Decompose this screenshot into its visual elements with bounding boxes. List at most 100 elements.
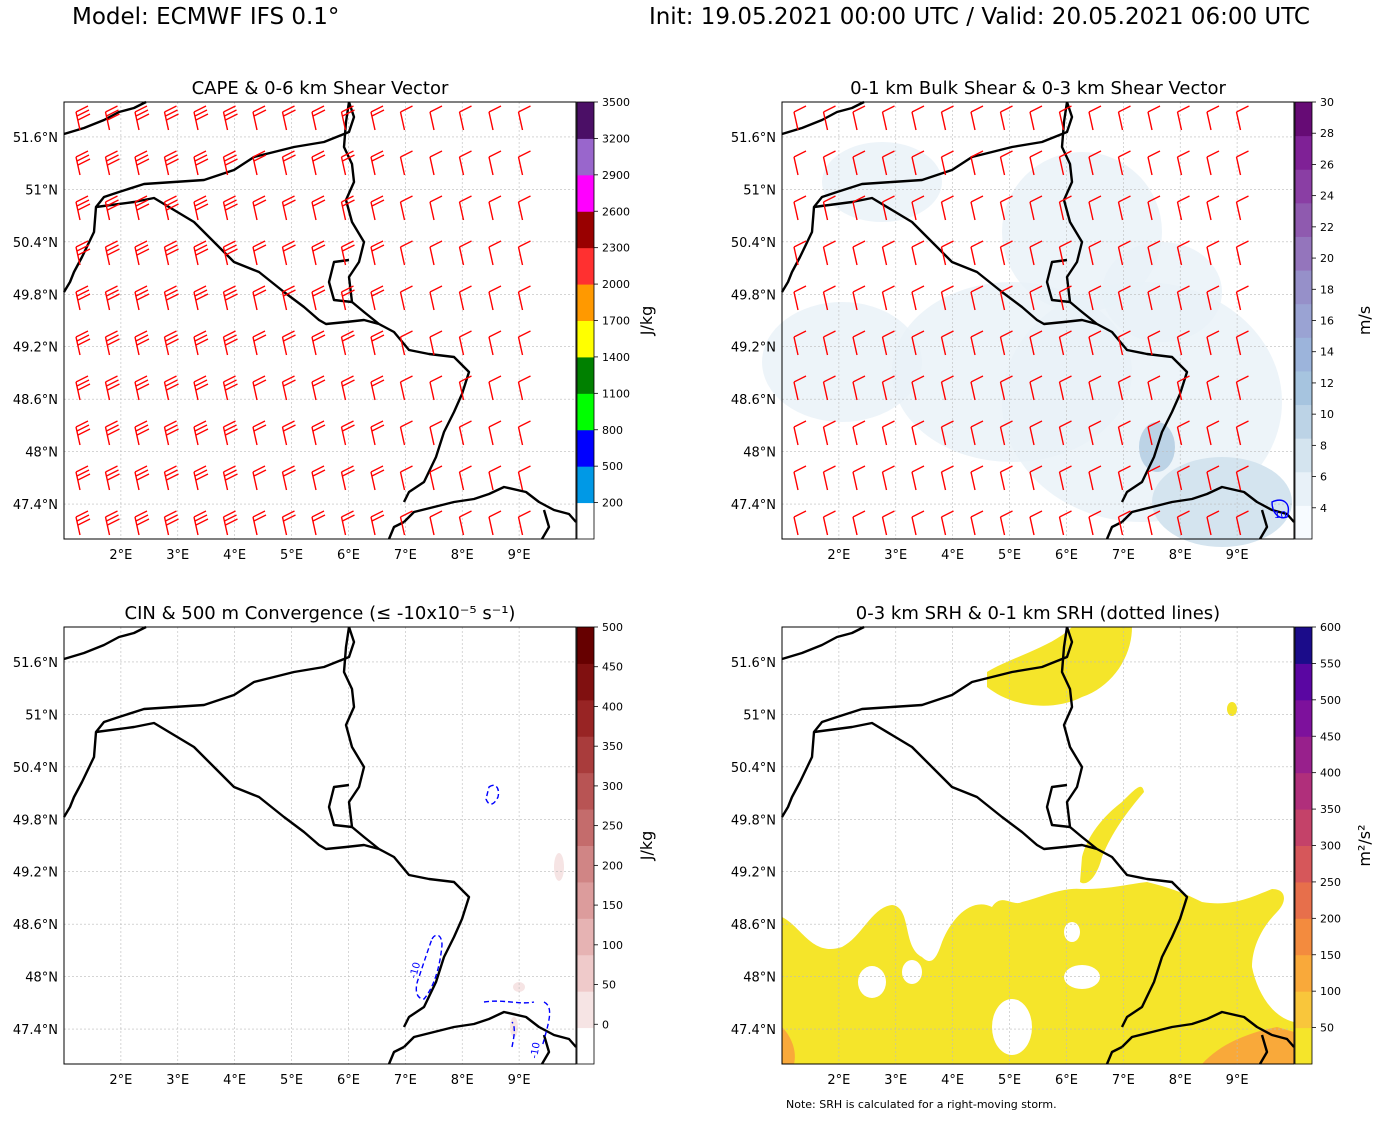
wind-barb bbox=[429, 375, 443, 401]
wind-barb bbox=[1029, 330, 1043, 356]
map-frame bbox=[63, 101, 577, 540]
country-border bbox=[95, 721, 380, 851]
y-tick-label: 51°N bbox=[25, 183, 58, 198]
colorbar-segment bbox=[577, 663, 594, 701]
wind-barb bbox=[852, 285, 866, 311]
country-border bbox=[62, 626, 356, 818]
colorbar-segment bbox=[1295, 337, 1312, 372]
wind-barb bbox=[134, 240, 150, 266]
wind-barb bbox=[281, 150, 296, 176]
figure-title-model: Model: ECMWF IFS 0.1° bbox=[72, 4, 340, 30]
wind-barb bbox=[911, 195, 925, 221]
wind-barb bbox=[370, 375, 385, 401]
colorbar-tick-label: 2900 bbox=[602, 169, 630, 182]
wind-barb bbox=[1235, 285, 1249, 311]
wind-barb bbox=[252, 105, 267, 131]
wind-barb bbox=[252, 465, 267, 491]
colorbar-tick-label: 26 bbox=[1320, 158, 1334, 171]
wind-barb bbox=[104, 510, 120, 536]
wind-barb bbox=[252, 285, 267, 311]
wind-barb bbox=[163, 465, 179, 491]
wind-barb bbox=[793, 510, 807, 536]
wind-barb bbox=[881, 420, 895, 446]
shear-contour bbox=[1271, 499, 1289, 519]
wind-barb bbox=[1206, 195, 1220, 221]
colorbar-segment bbox=[1295, 954, 1312, 992]
map-panel-2: 2°E 3°E 4°E 5°E 6°E 7°E 8°E 9°E 51.6°N 51°N 50.4°N… bbox=[13, 621, 656, 1088]
wind-barb bbox=[1058, 330, 1072, 356]
y-tick-label: 49.2°N bbox=[731, 866, 776, 881]
x-tick-label: 6°E bbox=[337, 1073, 360, 1088]
wind-barb bbox=[852, 510, 866, 536]
wind-barb bbox=[852, 105, 866, 131]
wind-barb bbox=[311, 375, 326, 401]
shear-shading bbox=[1102, 242, 1222, 342]
wind-barb bbox=[1029, 285, 1043, 311]
wind-barb bbox=[222, 285, 238, 311]
wind-barb bbox=[340, 375, 355, 401]
x-tick-label: 5°E bbox=[998, 1073, 1021, 1088]
y-tick-label: 48°N bbox=[25, 971, 58, 986]
y-tick-label: 48.6°N bbox=[731, 393, 776, 408]
country-border bbox=[781, 625, 865, 661]
wind-barb bbox=[1088, 420, 1102, 446]
x-tick-label: 4°E bbox=[223, 1073, 246, 1088]
wind-barb bbox=[104, 195, 120, 221]
y-tick-label: 51.6°N bbox=[731, 131, 776, 146]
wind-barb bbox=[999, 150, 1013, 176]
colorbar-segment bbox=[1295, 135, 1312, 170]
country-border bbox=[378, 847, 471, 1028]
colorbar-tick-label: 4 bbox=[1320, 502, 1327, 515]
country-border bbox=[1258, 1034, 1269, 1065]
y-tick-label: 47.4°N bbox=[731, 498, 776, 513]
wind-barb bbox=[399, 285, 413, 311]
country-border bbox=[1121, 485, 1295, 523]
wind-barb bbox=[1117, 375, 1131, 401]
srh-shading bbox=[987, 627, 1132, 706]
wind-barb bbox=[1029, 420, 1043, 446]
wind-barb bbox=[852, 375, 866, 401]
wind-barb bbox=[488, 150, 502, 176]
wind-barb bbox=[399, 420, 413, 446]
wind-barb bbox=[1088, 240, 1102, 266]
wind-barb bbox=[104, 420, 120, 446]
country-border bbox=[62, 101, 356, 293]
colorbar: 200 500 800 1100 1400 1700 2000 2300 2600 2900 320… bbox=[576, 96, 656, 540]
wind-barb bbox=[852, 330, 866, 356]
wind-barb bbox=[252, 195, 267, 221]
y-tick-label: 47.4°N bbox=[13, 498, 58, 513]
colorbar-tick-label: 10 bbox=[1320, 408, 1334, 421]
wind-barb bbox=[340, 105, 355, 131]
wind-barb bbox=[281, 330, 296, 356]
wind-barb bbox=[252, 375, 267, 401]
wind-barb bbox=[793, 195, 807, 221]
wind-barb bbox=[222, 240, 238, 266]
y-tick-label: 50.4°N bbox=[13, 761, 58, 776]
colorbar-tick-label: 450 bbox=[1320, 730, 1341, 743]
panel-title-bulk-shear: 0-1 km Bulk Shear & 0-3 km Shear Vector bbox=[850, 78, 1226, 99]
country-border bbox=[403, 1010, 577, 1048]
wind-barb bbox=[1147, 510, 1161, 536]
colorbar-tick-label: 2600 bbox=[602, 205, 630, 218]
wind-barb bbox=[163, 330, 179, 356]
wind-barb bbox=[488, 195, 502, 221]
wind-barb bbox=[940, 150, 954, 176]
country-border bbox=[1105, 1045, 1123, 1065]
wind-barb bbox=[193, 195, 209, 221]
colorbar-segment bbox=[577, 954, 594, 992]
colorbar-segment bbox=[577, 429, 594, 467]
convergence-contour bbox=[415, 934, 443, 1000]
wind-barb bbox=[429, 195, 443, 221]
wind-barb bbox=[1206, 420, 1220, 446]
y-tick-label: 48°N bbox=[743, 971, 776, 986]
colorbar-segment bbox=[577, 845, 594, 883]
wind-barb bbox=[1117, 465, 1131, 491]
colorbar-segment bbox=[577, 627, 594, 664]
wind-barb bbox=[340, 420, 355, 446]
wind-barb bbox=[822, 465, 836, 491]
wind-barb bbox=[429, 465, 443, 491]
wind-barb bbox=[1235, 105, 1249, 131]
wind-barb bbox=[429, 510, 443, 536]
wind-barb bbox=[370, 330, 385, 356]
wind-barb bbox=[852, 195, 866, 221]
